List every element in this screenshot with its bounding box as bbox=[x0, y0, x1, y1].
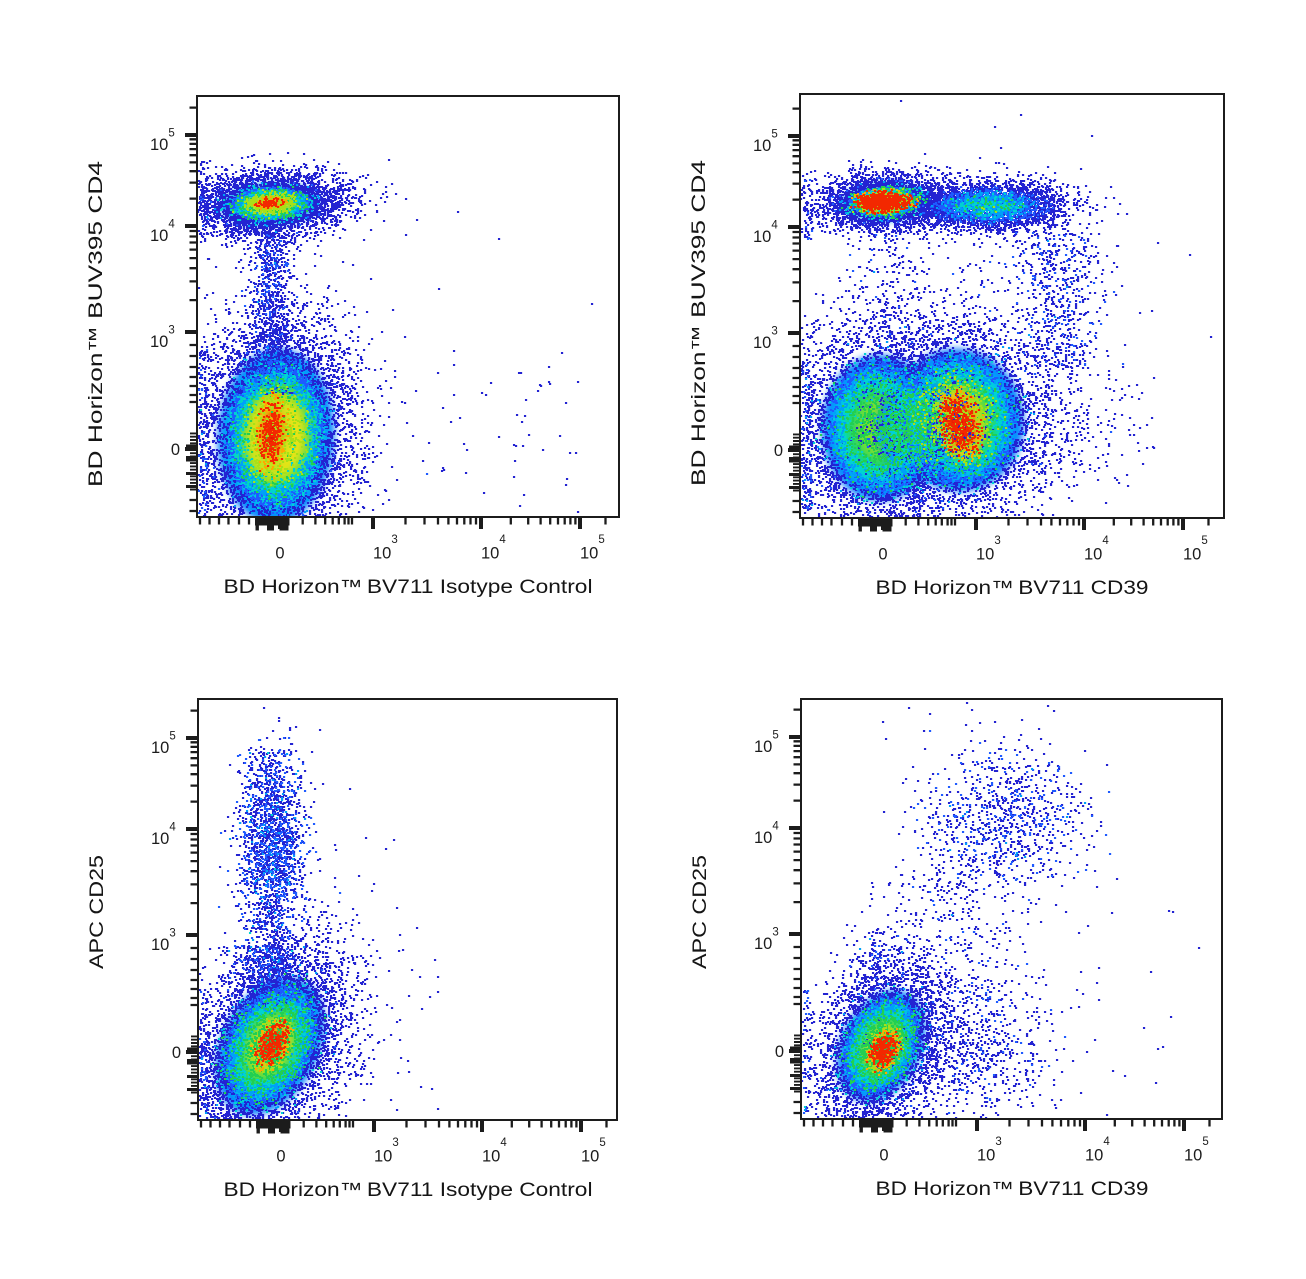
svg-text:0: 0 bbox=[275, 545, 284, 563]
svg-text:0: 0 bbox=[171, 441, 180, 459]
svg-text:BD Horizon™ BV711 Isotype Cont: BD Horizon™ BV711 Isotype Control bbox=[224, 577, 593, 598]
svg-text:0: 0 bbox=[878, 546, 887, 564]
svg-text:0: 0 bbox=[276, 1148, 285, 1166]
svg-text:APC CD25: APC CD25 bbox=[690, 855, 711, 969]
svg-text:0: 0 bbox=[774, 442, 783, 460]
svg-text:BD Horizon™ BUV395 CD4: BD Horizon™ BUV395 CD4 bbox=[689, 159, 710, 486]
svg-text:0: 0 bbox=[172, 1044, 181, 1062]
svg-text:0: 0 bbox=[775, 1043, 784, 1061]
svg-text:BD Horizon™ BUV395 CD4: BD Horizon™ BUV395 CD4 bbox=[86, 160, 107, 487]
svg-text:0: 0 bbox=[879, 1147, 888, 1165]
svg-text:BD Horizon™ BV711 CD39: BD Horizon™ BV711 CD39 bbox=[876, 1179, 1149, 1200]
svg-text:BD Horizon™ BV711 Isotype Cont: BD Horizon™ BV711 Isotype Control bbox=[224, 1180, 593, 1201]
svg-text:APC CD25: APC CD25 bbox=[87, 855, 108, 969]
svg-text:BD Horizon™ BV711 CD39: BD Horizon™ BV711 CD39 bbox=[876, 578, 1149, 599]
